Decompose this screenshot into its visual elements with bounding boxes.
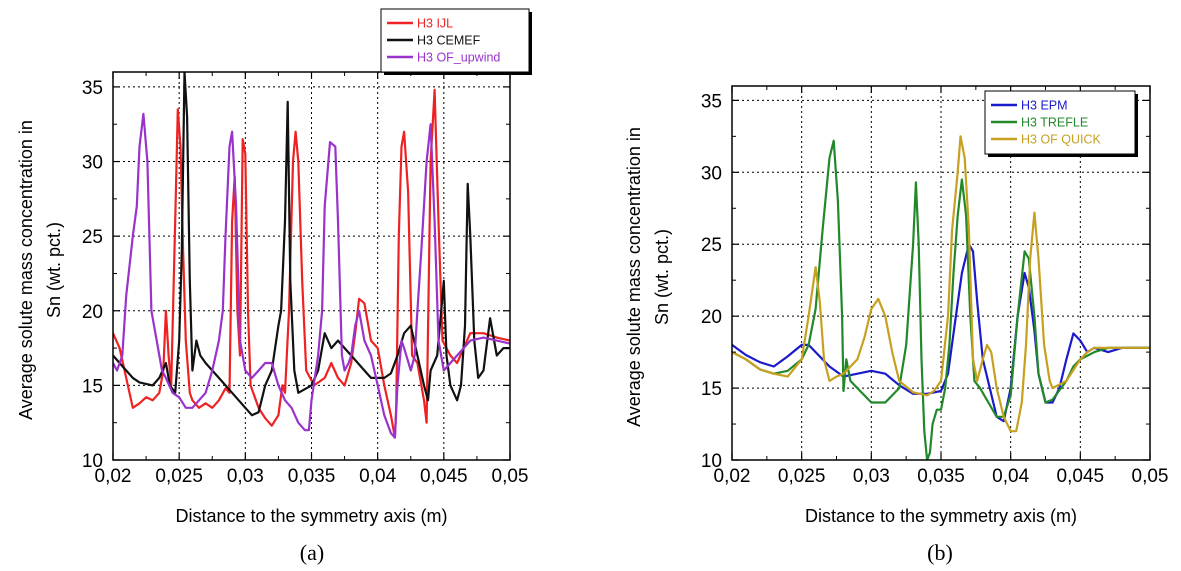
y-tick-label: 35 bbox=[701, 91, 722, 112]
x-tick-label: 0,05 bbox=[1132, 466, 1169, 487]
y-tick-label: 15 bbox=[701, 379, 722, 400]
x-tick-label: 0,05 bbox=[492, 466, 529, 487]
legend-label: H3 CEMEF bbox=[417, 34, 481, 48]
x-axis-label: Distance to the symmetry axis (m) bbox=[175, 506, 447, 526]
x-tick-label: 0,035 bbox=[288, 466, 336, 487]
x-tick-label: 0,045 bbox=[420, 466, 468, 487]
legend-label: H3 OF_upwind bbox=[417, 51, 500, 65]
x-tick-label: 0,02 bbox=[95, 466, 132, 487]
y-tick-label: 25 bbox=[701, 235, 722, 256]
y-tick-label: 30 bbox=[82, 153, 103, 174]
x-tick-label: 0,02 bbox=[714, 466, 751, 487]
panel-caption: (b) bbox=[927, 540, 953, 565]
x-tick-label: 0,04 bbox=[359, 466, 396, 487]
y-tick-label: 10 bbox=[701, 451, 722, 472]
legend: H3 IJL H3 CEMEF H3 OF_upwind bbox=[380, 8, 532, 75]
x-axis-label: Distance to the symmetry axis (m) bbox=[805, 506, 1077, 526]
y-axis-label-line2: Sn (wt. pct.) bbox=[652, 229, 672, 325]
x-tick-label: 0,04 bbox=[992, 466, 1029, 487]
y-tick-label: 15 bbox=[82, 376, 103, 397]
series-line-h3-of-quick bbox=[732, 135, 1150, 433]
chart-panel-b: 0,02 0,025 0,03 0,035 0,04 0,045 0,05 10 15 20 25 3… bbox=[624, 85, 1169, 565]
y-tick-label: 10 bbox=[82, 451, 103, 472]
chart-panel-a: 0,02 0,025 0,03 0,035 0,04 0,045 0,05 10 15 20 25 3… bbox=[16, 8, 532, 565]
y-axis-label-line1: Average solute mass concentration in bbox=[16, 120, 36, 420]
series-line-h3-trefle bbox=[732, 139, 1150, 460]
x-tick-label: 0,03 bbox=[227, 466, 264, 487]
legend-label: H3 EPM bbox=[1021, 99, 1068, 113]
series-line-h3-ijl bbox=[113, 88, 510, 439]
legend: H3 EPM H3 TREFLE H3 OF QUICK bbox=[984, 90, 1138, 157]
legend-label: H3 OF QUICK bbox=[1021, 133, 1102, 147]
y-axis-label-line2: Sn (wt. pct.) bbox=[44, 222, 64, 318]
y-tick-label: 30 bbox=[701, 163, 722, 184]
x-tick-label: 0,035 bbox=[917, 466, 965, 487]
x-tick-label: 0,025 bbox=[778, 466, 826, 487]
y-axis-label-line1: Average solute mass concentration in bbox=[624, 127, 644, 427]
x-tick-label: 0,025 bbox=[155, 466, 203, 487]
legend-label: H3 IJL bbox=[417, 17, 453, 31]
y-tick-label: 20 bbox=[701, 307, 722, 328]
series-line-h3-epm bbox=[732, 243, 1150, 423]
y-tick-label: 20 bbox=[82, 302, 103, 323]
legend-label: H3 TREFLE bbox=[1021, 116, 1088, 130]
x-tick-label: 0,03 bbox=[853, 466, 890, 487]
panel-caption: (a) bbox=[300, 540, 324, 565]
x-tick-label: 0,045 bbox=[1057, 466, 1105, 487]
series-line-h3-of-upwind bbox=[113, 112, 510, 439]
y-tick-label: 25 bbox=[82, 227, 103, 248]
y-tick-label: 35 bbox=[82, 78, 103, 99]
